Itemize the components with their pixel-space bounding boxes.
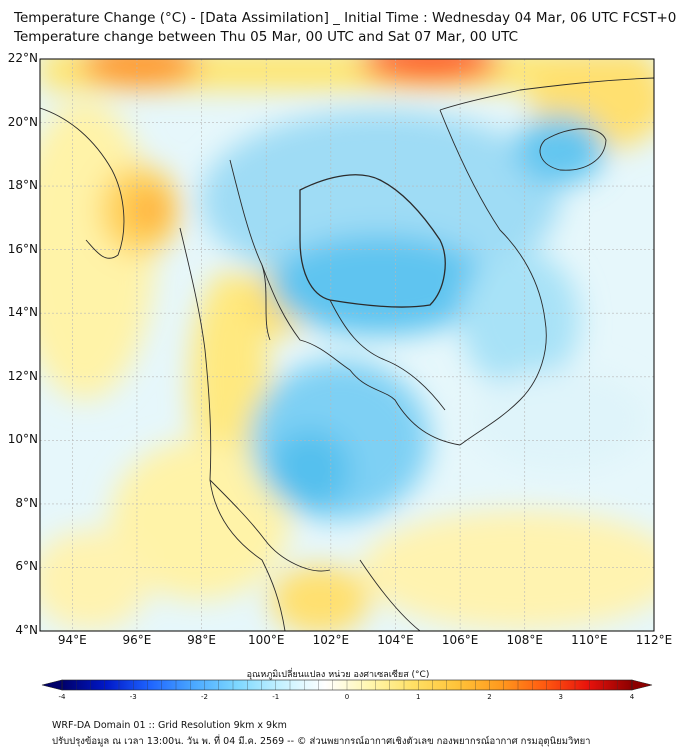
lat-label: 18°N bbox=[7, 178, 38, 193]
lat-label: 12°N bbox=[7, 368, 38, 383]
lon-label: 108°E bbox=[506, 633, 543, 647]
lon-label: 104°E bbox=[377, 633, 414, 647]
lon-label: 106°E bbox=[441, 633, 479, 647]
colorbar-tick-label: 4 bbox=[629, 693, 635, 701]
colorbar-tick-label: 3 bbox=[558, 693, 563, 701]
myanmar-coast bbox=[40, 107, 125, 259]
vietnam-coast bbox=[439, 109, 547, 446]
temperature-field bbox=[40, 59, 654, 631]
lon-label: 100°E bbox=[247, 633, 285, 647]
colorbar-tick-label: 0 bbox=[344, 693, 350, 701]
lat-label: 14°N bbox=[7, 305, 38, 320]
gulf-of-thailand-coast bbox=[261, 264, 461, 446]
chart-subtitle: Temperature change between Thu 05 Mar, 0… bbox=[14, 29, 519, 45]
china-coast bbox=[439, 77, 654, 111]
colorbar bbox=[41, 679, 653, 691]
lat-label: 6°N bbox=[15, 559, 38, 574]
hainan-island bbox=[539, 128, 607, 171]
colorbar-tick-label: -2 bbox=[201, 693, 208, 701]
colorbar-tick-label: -3 bbox=[129, 693, 137, 701]
andaman-coast bbox=[179, 227, 286, 631]
lat-label: 8°N bbox=[15, 495, 38, 510]
colorbar-max-arrow bbox=[631, 679, 653, 691]
lon-label: 112°E bbox=[635, 633, 673, 647]
lat-label: 20°N bbox=[7, 114, 38, 129]
coastlines-borders bbox=[40, 77, 654, 631]
chart-title: Temperature Change (°C) - [Data Assimila… bbox=[14, 10, 676, 26]
colorbar-min-arrow bbox=[41, 679, 63, 691]
thai-lao-border bbox=[299, 174, 446, 308]
colorbar-tick-label: 1 bbox=[416, 693, 421, 701]
lon-label: 96°E bbox=[122, 633, 152, 647]
cambodia-border bbox=[329, 299, 446, 411]
colorbar-title: อุณหภูมิเปลี่ยนแปลง หน่วย องศาเซลเซียส (… bbox=[246, 670, 430, 680]
lat-label: 4°N bbox=[15, 623, 38, 637]
lon-label: 102°E bbox=[312, 633, 350, 647]
lat-label: 16°N bbox=[7, 241, 38, 256]
sumatra-edge bbox=[359, 559, 421, 631]
myanmar-thai-border bbox=[229, 159, 271, 341]
footer-credit: ปรับปรุงข้อมูล ณ เวลา 13:00น. วัน พ. ที่… bbox=[52, 736, 591, 747]
colorbar-tick-label: -4 bbox=[58, 693, 66, 701]
colorbar-tick-label: -1 bbox=[272, 693, 280, 701]
lon-label: 110°E bbox=[571, 633, 608, 647]
footer-model-info: WRF-DA Domain 01 :: Grid Resolution 9km … bbox=[52, 720, 287, 731]
lon-label: 94°E bbox=[57, 633, 87, 647]
lat-label: 10°N bbox=[7, 432, 38, 447]
lon-label: 98°E bbox=[187, 633, 216, 647]
colorbar-tick-label: 2 bbox=[487, 693, 492, 701]
map-frame bbox=[39, 58, 655, 632]
lat-label: 22°N bbox=[7, 51, 38, 65]
malay-peninsula bbox=[209, 479, 331, 572]
